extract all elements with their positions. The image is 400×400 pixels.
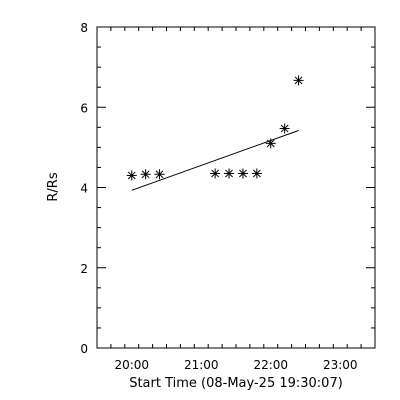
- data-point: [224, 168, 235, 179]
- y-tick-label: 0: [80, 342, 88, 356]
- data-point: [279, 123, 290, 134]
- x-axis-label: Start Time (08-May-25 19:30:07): [129, 376, 343, 391]
- x-tick-label: 20:00: [114, 358, 149, 372]
- data-point: [265, 138, 276, 149]
- y-tick-label: 2: [80, 262, 88, 276]
- x-tick-label: 22:00: [253, 358, 288, 372]
- data-point: [210, 168, 221, 179]
- y-axis-label: R/Rs: [46, 172, 61, 201]
- data-point: [251, 168, 262, 179]
- y-tick-label: 8: [80, 21, 88, 35]
- y-tick-label: 4: [80, 182, 88, 196]
- y-tick-label: 6: [80, 101, 88, 115]
- x-tick-label: 21:00: [184, 358, 219, 372]
- data-point: [293, 75, 304, 86]
- fit-line-group: [131, 130, 299, 191]
- x-tick-label: 23:00: [323, 358, 358, 372]
- fit-line: [131, 130, 299, 191]
- data-point: [154, 169, 165, 180]
- data-point: [237, 168, 248, 179]
- y-axis-ticks: 0 2 4 6 8: [80, 21, 375, 356]
- x-axis-ticks: 20:00 21:00 22:00 23:00: [96, 27, 376, 372]
- data-point: [140, 169, 151, 180]
- data-point: [126, 170, 137, 181]
- data-points: [126, 75, 304, 181]
